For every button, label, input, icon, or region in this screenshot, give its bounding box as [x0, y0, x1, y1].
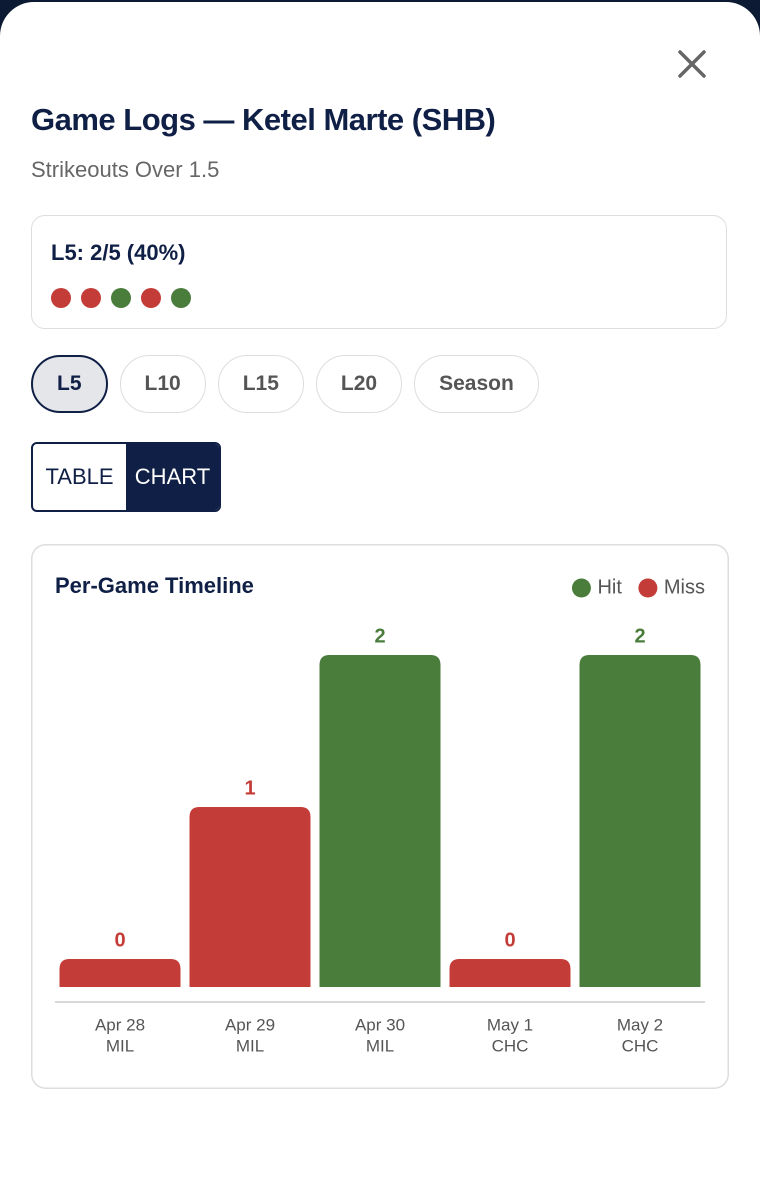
x-tick-label: Apr 29: [225, 1015, 275, 1034]
filter-pills: L5 L10 L15 L20 Season: [31, 355, 539, 413]
value-label: 1: [244, 777, 255, 799]
x-tick-sublabel: CHC: [492, 1036, 529, 1055]
bar: [319, 655, 441, 987]
summary-card: L5: 2/5 (40%): [31, 215, 727, 329]
view-toggle: TABLE CHART: [31, 442, 221, 512]
value-label: 0: [504, 929, 515, 951]
bar: [189, 807, 311, 987]
x-tick-label: May 1: [487, 1015, 533, 1034]
chart-title: Per-Game Timeline: [55, 573, 254, 598]
close-button[interactable]: [674, 46, 710, 82]
result-dot: [51, 288, 71, 308]
x-tick-sublabel: MIL: [236, 1036, 264, 1055]
filter-pill[interactable]: L15: [217, 355, 304, 413]
bar: [449, 959, 571, 987]
legend-swatch: [638, 578, 658, 598]
filter-pill[interactable]: L10: [119, 355, 206, 413]
result-dot: [81, 288, 101, 308]
toggle-option[interactable]: TABLE: [45, 464, 114, 489]
bar: [59, 959, 181, 987]
legend-label: Hit: [597, 576, 622, 598]
toggle-option[interactable]: CHART: [126, 444, 219, 510]
filter-pill[interactable]: L20: [315, 355, 403, 413]
filter-pill[interactable]: L5: [31, 355, 108, 413]
x-tick-label: Apr 28: [95, 1015, 145, 1034]
x-tick-sublabel: CHC: [622, 1036, 659, 1055]
title: Game Logs — Ketel Marte (SHB): [31, 102, 496, 137]
legend-swatch: [571, 578, 591, 598]
bar: [579, 655, 701, 987]
x-tick-sublabel: MIL: [106, 1036, 134, 1055]
legend-label: Miss: [664, 576, 705, 598]
value-label: 2: [374, 625, 385, 647]
x-tick-label: May 2: [617, 1015, 663, 1034]
x-tick-sublabel: MIL: [366, 1036, 394, 1055]
chart: Per-Game Timeline Miss Hit 0 Apr 28 MIL 1 Apr …: [31, 544, 729, 1089]
filter-pill[interactable]: Season: [414, 355, 539, 413]
x-tick-label: Apr 30: [355, 1015, 405, 1034]
result-dot: [171, 288, 191, 308]
result-dot: [111, 288, 131, 308]
result-dots: [51, 288, 191, 308]
result-dot: [141, 288, 161, 308]
value-label: 2: [634, 625, 645, 647]
value-label: 0: [114, 929, 125, 951]
subtitle: Strikeouts Over 1.5: [31, 157, 220, 182]
summary-label: L5: 2/5 (40%): [51, 240, 186, 265]
